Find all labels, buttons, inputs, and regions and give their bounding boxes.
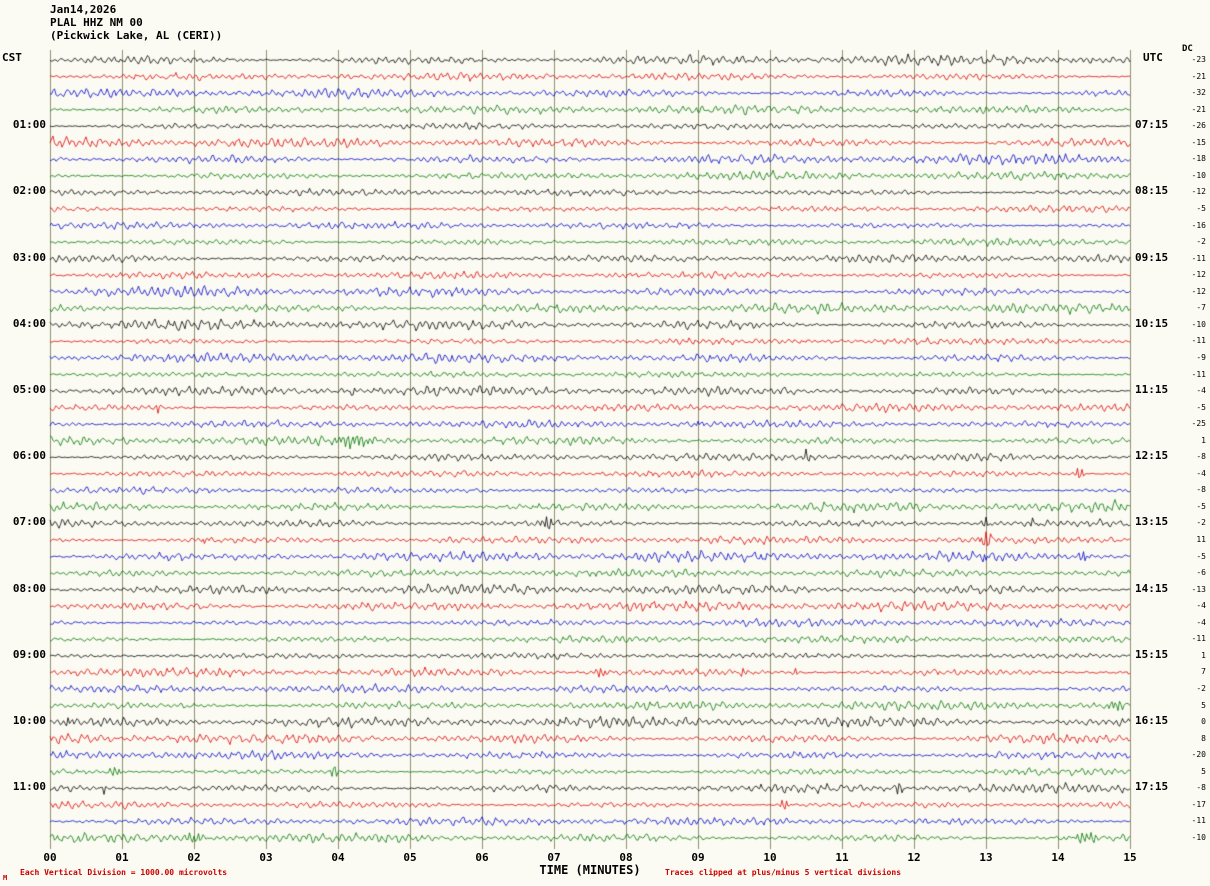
dc-offset-value: 1 — [1201, 435, 1206, 445]
minute-tick-label: 11 — [835, 851, 849, 864]
dc-offset-value: -11 — [1191, 369, 1206, 379]
dc-offset-value: -23 — [1191, 55, 1206, 64]
utc-time-label: 12:15 — [1135, 449, 1169, 463]
minute-tick-label: 08 — [619, 851, 633, 864]
dc-axis-title: DC — [1182, 44, 1193, 54]
cst-time-label: 04:00 — [12, 316, 46, 330]
cst-time-label: 09:00 — [12, 647, 46, 661]
dc-offset-value: -11 — [1191, 634, 1206, 644]
minute-tick-label: 01 — [115, 851, 129, 864]
utc-time-label: 09:15 — [1135, 250, 1169, 264]
minute-tick-label: 10 — [763, 851, 777, 864]
minute-tick-label: 06 — [475, 851, 489, 864]
utc-time-label: 13:15 — [1135, 515, 1169, 529]
dc-offset-value: -12 — [1191, 286, 1206, 296]
dc-offset-value: -20 — [1191, 750, 1206, 760]
dc-offset-value: -4 — [1196, 617, 1206, 627]
corner-mark: M — [3, 874, 8, 882]
dc-offset-value: -13 — [1191, 584, 1206, 594]
minute-tick-label: 02 — [187, 851, 201, 864]
dc-offset-value: -2 — [1196, 237, 1206, 247]
dc-offset-value: -17 — [1191, 799, 1206, 809]
dc-offset-value: -5 — [1196, 402, 1206, 412]
dc-offset-value: -15 — [1191, 137, 1206, 147]
dc-offset-value: -10 — [1191, 832, 1206, 842]
cst-time-label: 03:00 — [12, 250, 46, 264]
dc-offset-value: -12 — [1191, 270, 1206, 280]
dc-offset-value: -5 — [1196, 501, 1206, 511]
utc-time-label: 16:15 — [1135, 714, 1169, 728]
minute-tick-label: 13 — [979, 851, 993, 864]
utc-time-label: 11:15 — [1135, 383, 1169, 397]
cst-time-label: 02:00 — [12, 184, 46, 198]
dc-offset-value: 5 — [1201, 766, 1206, 776]
dc-offset-value: -4 — [1196, 386, 1206, 396]
cst-time-label: 01:00 — [12, 118, 46, 132]
dc-offset-value: -8 — [1196, 783, 1206, 793]
dc-offset-value: -2 — [1196, 518, 1206, 528]
dc-offset-value: -4 — [1196, 468, 1206, 478]
cst-time-label: 05:00 — [12, 383, 46, 397]
cst-time-label: 10:00 — [12, 714, 46, 728]
dc-offset-value: -4 — [1196, 601, 1206, 611]
dc-offset-value: 11 — [1196, 535, 1206, 545]
minute-tick-label: 15 — [1123, 851, 1137, 864]
minute-tick-label: 12 — [907, 851, 921, 864]
vertical-division-note: Each Vertical Division = 1000.00 microvo… — [20, 868, 228, 877]
header-location: (Pickwick Lake, AL (CERI)) — [50, 29, 223, 42]
clipping-note: Traces clipped at plus/minus 5 vertical … — [665, 868, 902, 877]
dc-offset-value: 7 — [1201, 667, 1206, 677]
dc-offset-value: -6 — [1196, 568, 1206, 578]
dc-offset-value: 1 — [1201, 650, 1206, 660]
utc-time-label: 10:15 — [1135, 316, 1169, 330]
utc-time-label: 17:15 — [1135, 780, 1169, 794]
minute-tick-label: 04 — [331, 851, 345, 864]
dc-offset-value: -18 — [1191, 154, 1206, 164]
dc-offset-value: -2 — [1196, 684, 1206, 693]
header-date: Jan14,2026 — [50, 3, 117, 16]
dc-offset-value: -25 — [1191, 419, 1206, 429]
dc-offset-value: -8 — [1196, 485, 1206, 495]
dc-offset-value: -5 — [1196, 203, 1206, 213]
minute-tick-label: 09 — [691, 851, 705, 864]
utc-time-label: 07:15 — [1135, 118, 1169, 132]
dc-offset-value: -16 — [1191, 220, 1206, 230]
dc-offset-value: -5 — [1196, 551, 1206, 561]
dc-offset-value: -11 — [1191, 816, 1206, 826]
dc-offset-value: -26 — [1191, 121, 1206, 131]
cst-time-label: 08:00 — [12, 581, 46, 595]
header-station: PLAL HHZ NM 00 — [50, 16, 143, 29]
dc-offset-value: -7 — [1196, 303, 1206, 313]
dc-offset-value: -8 — [1196, 452, 1206, 462]
dc-offset-value: -10 — [1191, 319, 1206, 329]
dc-offset-value: 5 — [1201, 700, 1206, 710]
utc-time-label: 15:15 — [1135, 647, 1169, 661]
dc-offset-value: -9 — [1196, 352, 1206, 362]
cst-time-label: 06:00 — [12, 449, 46, 463]
cst-time-label: 11:00 — [12, 780, 46, 794]
dc-offset-value: -12 — [1191, 187, 1206, 197]
cst-time-label: 07:00 — [12, 515, 46, 529]
minute-tick-label: 14 — [1051, 851, 1065, 864]
utc-time-label: 14:15 — [1135, 581, 1169, 595]
utc-time-label: 08:15 — [1135, 184, 1169, 198]
x-axis-title: TIME (MINUTES) — [539, 863, 641, 877]
dc-offset-value: -32 — [1191, 88, 1206, 98]
dc-offset-value: -21 — [1191, 104, 1206, 114]
minute-tick-label: 05 — [403, 851, 417, 864]
dc-offset-value: -21 — [1191, 71, 1206, 81]
dc-offset-value: 8 — [1201, 733, 1206, 743]
right-axis-title: UTC — [1143, 51, 1163, 64]
minute-tick-label: 07 — [547, 851, 561, 864]
dc-offset-value: 0 — [1201, 717, 1206, 727]
left-axis-title: CST — [2, 51, 22, 64]
minute-tick-label: 00 — [43, 851, 57, 864]
dc-offset-value: -11 — [1191, 336, 1206, 346]
dc-offset-value: -10 — [1191, 170, 1206, 180]
dc-offset-value: -11 — [1191, 253, 1206, 263]
minute-tick-label: 03 — [259, 851, 273, 864]
